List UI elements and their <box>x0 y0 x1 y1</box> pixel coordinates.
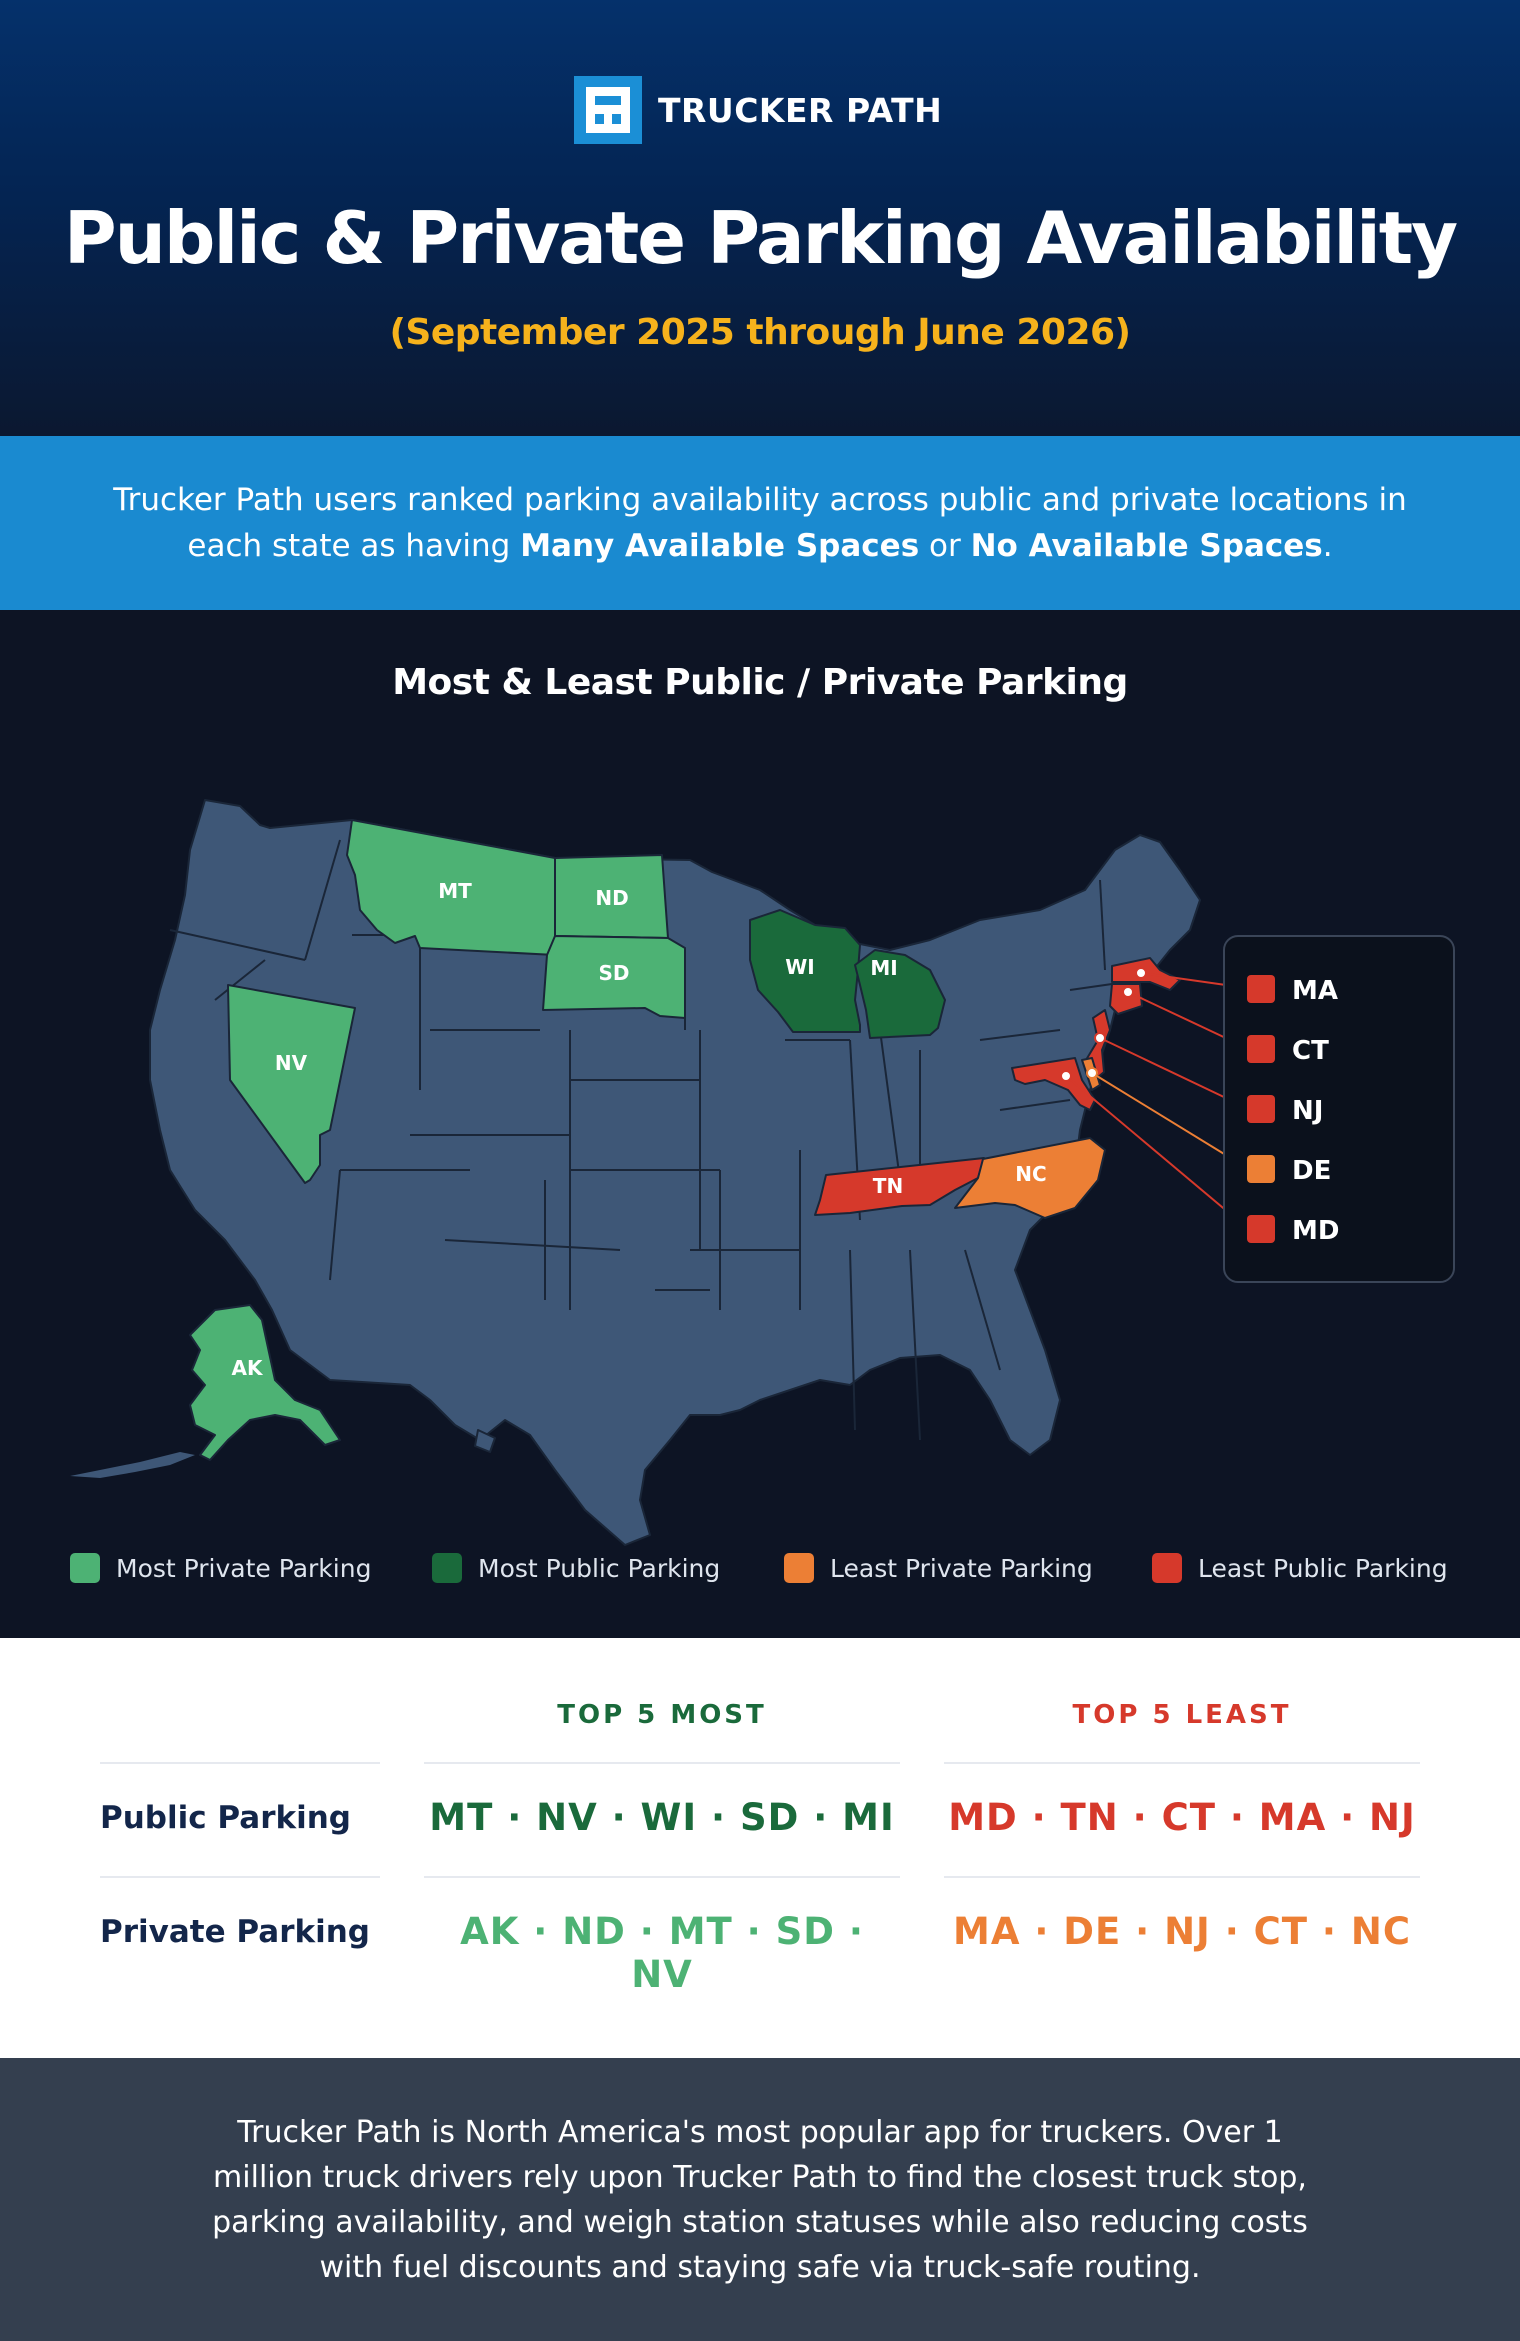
state-nc <box>954 1137 1106 1219</box>
legend-swatch <box>1152 1553 1182 1583</box>
cell-public-most: MT · NV · WI · SD · MI <box>429 1796 895 1839</box>
legend-item-least-private: Least Private Parking <box>784 1538 1093 1598</box>
state-ak <box>189 1304 341 1461</box>
label-sd: SD <box>598 961 629 985</box>
label-wi: WI <box>785 955 815 979</box>
label-nc: NC <box>1015 1162 1046 1186</box>
callout-label-nj: NJ <box>1292 1096 1323 1126</box>
callout-label-de: DE <box>1292 1156 1331 1186</box>
callout-dot-nj <box>1094 1032 1106 1044</box>
gulf-island <box>474 1429 496 1453</box>
callout-swatch-de <box>1247 1155 1275 1183</box>
legend-swatch <box>432 1553 462 1583</box>
intro-band: Trucker Path users ranked parking availa… <box>0 436 1520 610</box>
legend-label: Least Private Parking <box>830 1553 1093 1583</box>
legend-label: Least Public Parking <box>1198 1553 1448 1583</box>
state-sd <box>542 935 686 1019</box>
intro-bold-many: Many Available Spaces <box>520 528 920 564</box>
legend-swatch <box>784 1553 814 1583</box>
label-mi: MI <box>870 956 897 980</box>
callout-dot-ct <box>1122 986 1134 998</box>
label-nv: NV <box>275 1051 308 1075</box>
callout-swatch-md <box>1247 1215 1275 1243</box>
legend-item-most-public: Most Public Parking <box>432 1538 720 1598</box>
callout-dot-de <box>1086 1067 1098 1079</box>
cell-private-least: MA · DE · NJ · CT · NC <box>953 1910 1411 1953</box>
map-section: Most & Least Public / Private Parking <box>0 610 1520 1638</box>
legend-label: Most Private Parking <box>116 1553 372 1583</box>
label-tn: TN <box>873 1174 903 1198</box>
footer: Trucker Path is North America's most pop… <box>0 2058 1520 2341</box>
trucker-path-logo-icon <box>574 76 642 144</box>
callout-label-ma: MA <box>1292 976 1338 1006</box>
callout-label-ct: CT <box>1292 1036 1329 1066</box>
legend-swatch <box>70 1553 100 1583</box>
cell-public-least: MD · TN · CT · MA · NJ <box>948 1796 1416 1839</box>
callout-dot-ma <box>1135 967 1147 979</box>
legend-item-least-public: Least Public Parking <box>1152 1538 1448 1598</box>
state-nv <box>227 984 356 1184</box>
legend-item-most-private: Most Private Parking <box>70 1538 371 1598</box>
brand-logo: TRUCKER PATH <box>574 76 942 144</box>
cell-private-most: AK · ND · MT · SD · NV <box>460 1910 864 1996</box>
callout-label-md: MD <box>1292 1216 1339 1246</box>
callout-dot-md <box>1060 1070 1072 1082</box>
us-map: MT ND SD NV WI MI TN NC AK <box>70 799 1455 1546</box>
col-header-most: TOP 5 MOST <box>557 1700 767 1730</box>
label-ak: AK <box>232 1356 264 1380</box>
legend-label: Most Public Parking <box>478 1553 721 1583</box>
label-nd: ND <box>595 886 628 910</box>
callout-box <box>1223 935 1455 1283</box>
page-title: Public & Private Parking Availability <box>63 196 1458 280</box>
aleutian-islands <box>70 1452 195 1478</box>
header: TRUCKER PATH Public & Private Parking Av… <box>0 0 1520 436</box>
state-ct <box>1109 983 1143 1015</box>
col-header-least: TOP 5 LEAST <box>1072 1700 1292 1730</box>
state-wi <box>749 909 861 1033</box>
intro-bold-none: No Available Spaces <box>970 528 1323 564</box>
footer-text: Trucker Path is North America's most pop… <box>212 2114 1308 2285</box>
label-mt: MT <box>438 879 472 903</box>
state-mi <box>854 949 946 1039</box>
row-label-private: Private Parking <box>100 1914 370 1950</box>
map-title: Most & Least Public / Private Parking <box>392 662 1128 703</box>
brand-name: TRUCKER PATH <box>658 90 943 130</box>
row-label-public: Public Parking <box>100 1800 351 1836</box>
ranking-table: TOP 5 MOST TOP 5 LEAST Public Parking MT… <box>0 1638 1520 2058</box>
page-subtitle: (September 2025 through June 2026) <box>389 312 1131 353</box>
callout-swatch-nj <box>1247 1095 1275 1123</box>
intro-text: Trucker Path users ranked parking availa… <box>113 482 1407 564</box>
callout-swatch-ma <box>1247 975 1275 1003</box>
state-borders <box>169 839 1141 1441</box>
state-md <box>1011 1057 1096 1111</box>
callout-swatch-ct <box>1247 1035 1275 1063</box>
